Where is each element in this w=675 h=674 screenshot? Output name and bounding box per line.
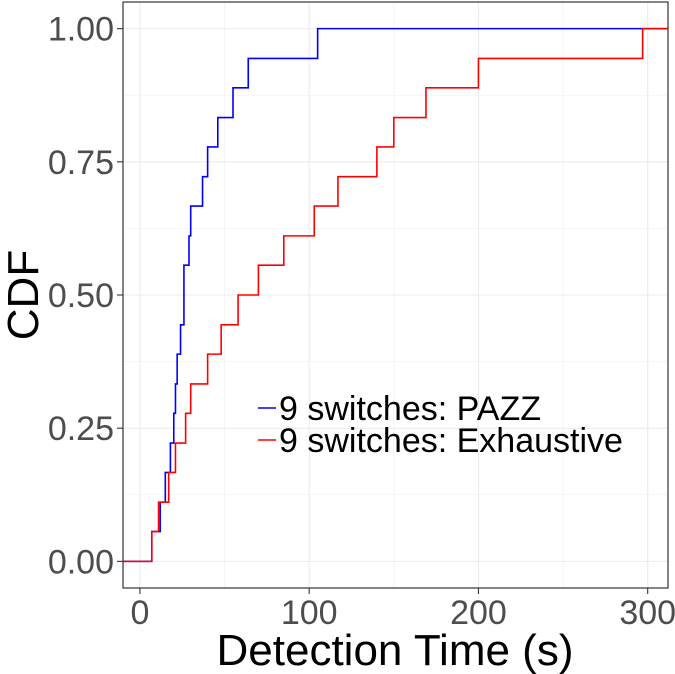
x-axis: 0 100 200 300 <box>130 588 675 632</box>
y-tick-label: 0.75 <box>48 144 114 182</box>
series-line-1 <box>123 27 668 563</box>
y-tick-label: 0.50 <box>48 277 114 315</box>
x-tick-label: 200 <box>450 594 507 632</box>
x-axis-title: Detection Time (s) <box>217 626 574 674</box>
y-tick-label: 1.00 <box>48 11 114 49</box>
legend: 9 switches: PAZZ 9 switches: Exhaustive <box>258 390 623 460</box>
y-axis: 0.00 0.25 0.50 0.75 1.00 <box>48 11 123 581</box>
y-tick-label: 0.00 <box>48 543 114 581</box>
x-tick-label: 100 <box>281 594 338 632</box>
y-tick-label: 0.25 <box>48 410 114 448</box>
series-lines <box>123 27 668 563</box>
x-tick-label: 300 <box>619 594 675 632</box>
series-line-0 <box>123 27 668 563</box>
y-axis-title: CDF <box>0 250 48 340</box>
grid <box>123 2 668 588</box>
x-tick-label: 0 <box>130 594 149 632</box>
legend-label-pazz: 9 switches: PAZZ <box>279 390 541 428</box>
legend-label-exhaustive: 9 switches: Exhaustive <box>279 422 623 460</box>
